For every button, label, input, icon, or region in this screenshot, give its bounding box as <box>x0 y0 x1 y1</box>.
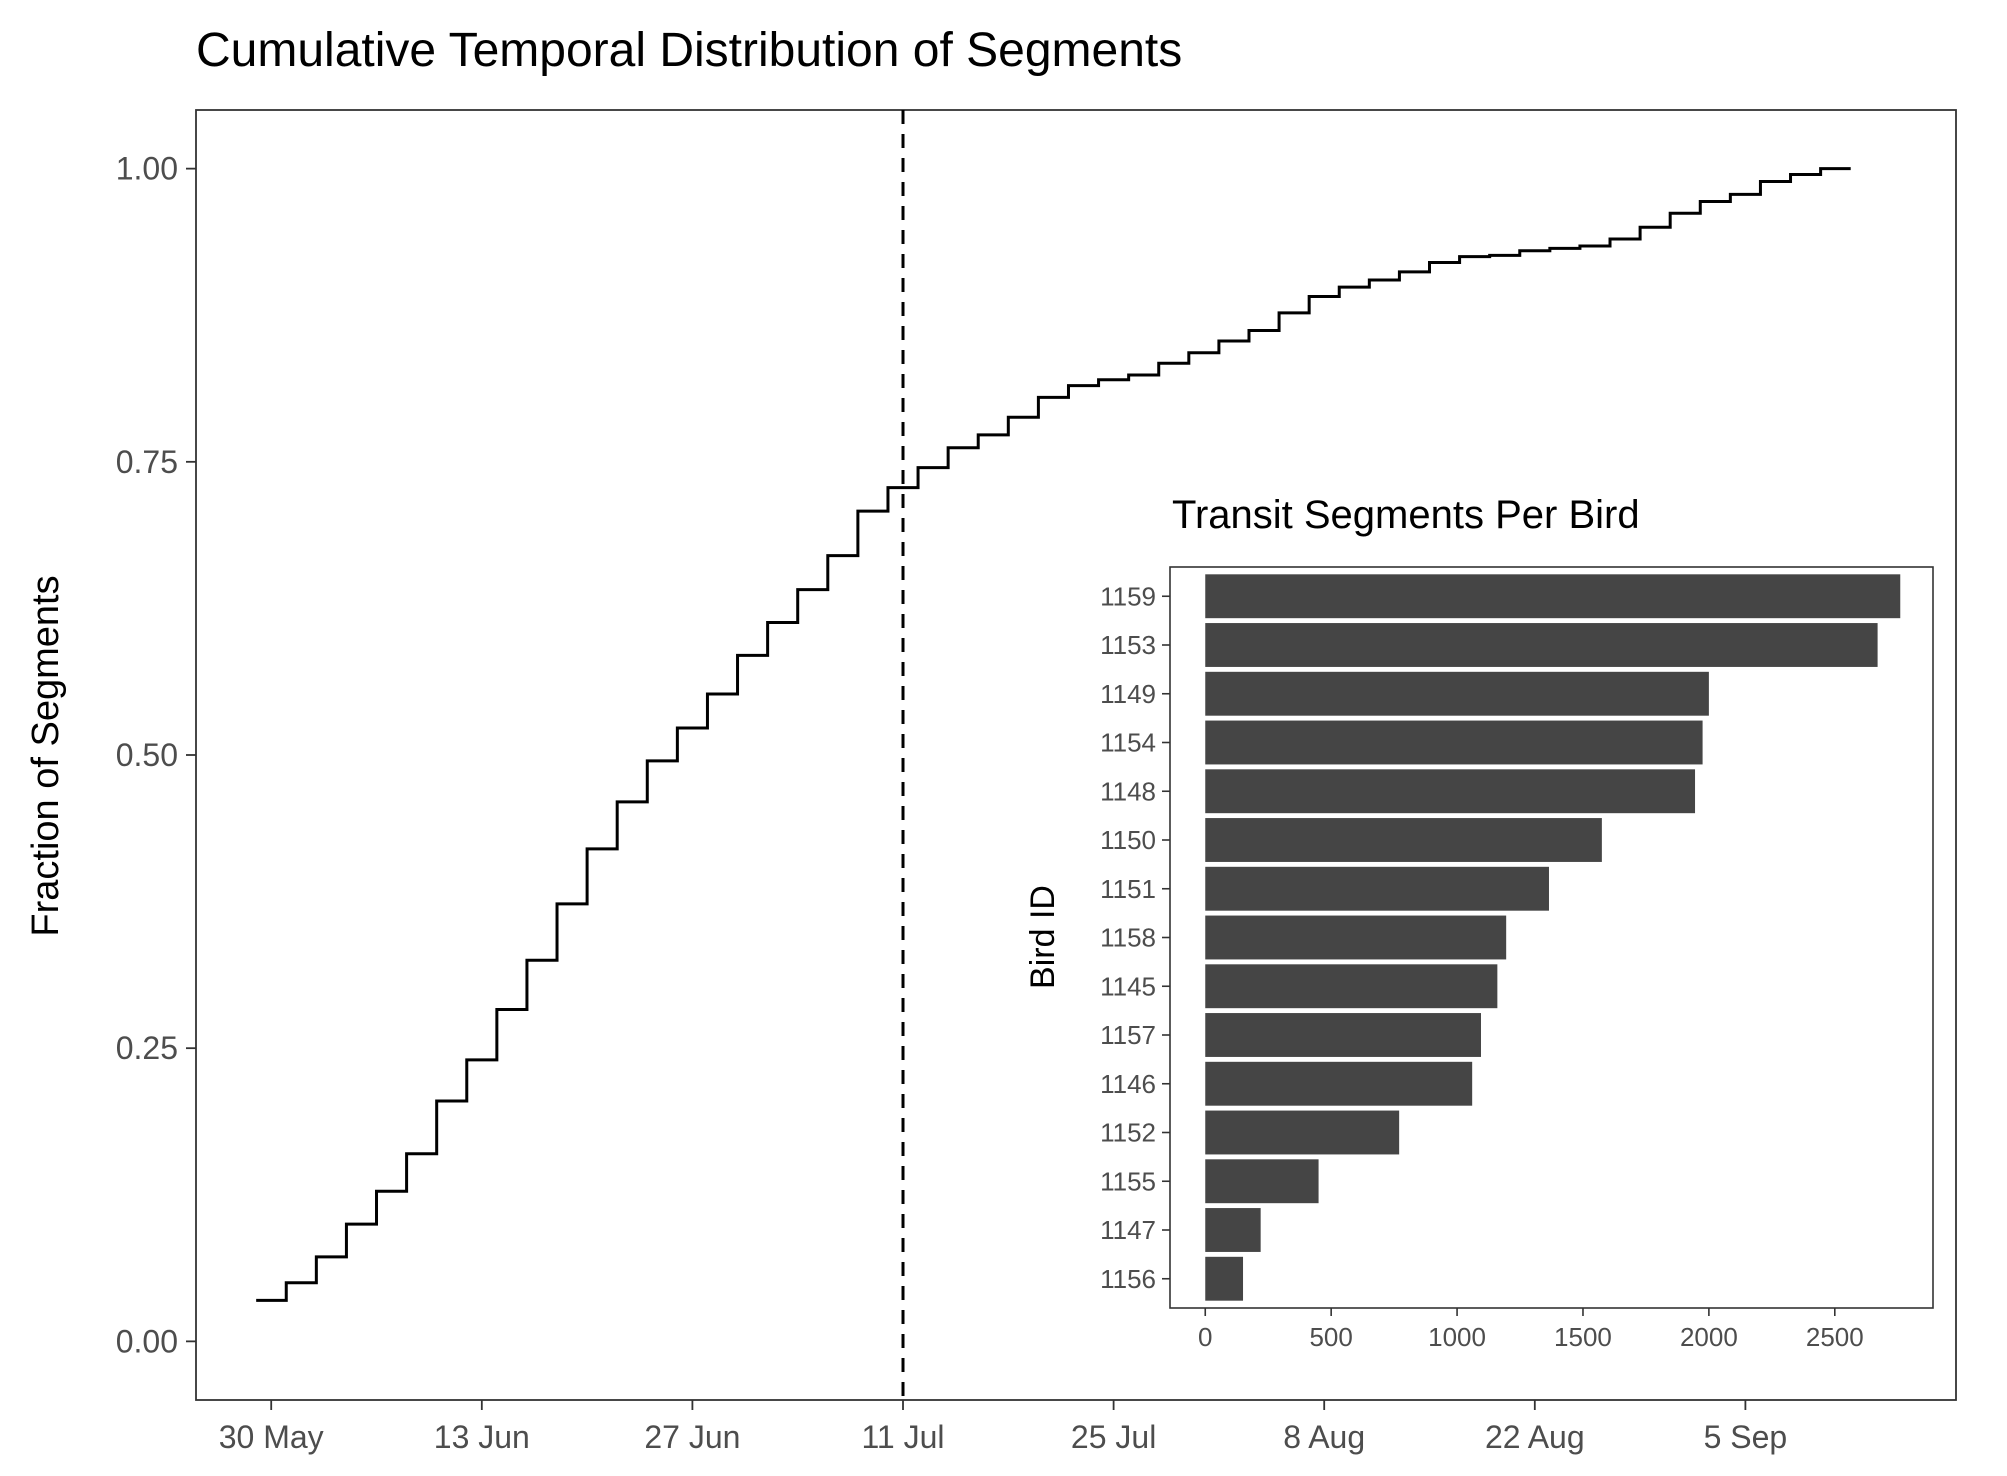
inset-chart-title: Transit Segments Per Bird <box>1172 493 1640 537</box>
bar <box>1205 915 1507 960</box>
inset-y-tick-label: 1152 <box>1100 1118 1156 1148</box>
bar <box>1205 964 1498 1009</box>
inset-y-axis: 1159 1153 1149 1154 1148 1150 1151 1158 1145 1157… <box>1100 581 1170 1294</box>
inset-x-tick-label: 2500 <box>1806 1322 1864 1352</box>
x-tick-label: 8 Aug <box>1283 1419 1365 1455</box>
inset-y-tick-label: 1157 <box>1100 1020 1156 1050</box>
series-line-0 <box>256 167 1851 1302</box>
y-tick-label: 0.00 <box>116 1323 178 1359</box>
x-tick-label: 27 Jun <box>644 1419 740 1455</box>
y-tick-label: 1.00 <box>116 151 178 187</box>
inset-y-tick-label: 1149 <box>1100 679 1156 709</box>
inset-y-tick-label: 1154 <box>1100 728 1156 758</box>
inset-y-tick-label: 1153 <box>1100 630 1156 660</box>
inset-x-tick-label: 1500 <box>1554 1322 1612 1352</box>
x-tick-label: 22 Aug <box>1485 1419 1585 1455</box>
x-tick-label: 13 Jun <box>434 1419 530 1455</box>
bar <box>1205 1061 1473 1106</box>
inset-y-tick-label: 1146 <box>1100 1069 1156 1099</box>
inset-y-tick-label: 1147 <box>1100 1215 1156 1245</box>
bar <box>1205 818 1602 862</box>
inset-x-tick-label: 500 <box>1309 1322 1352 1352</box>
bar <box>1205 1110 1400 1155</box>
inset-y-tick-label: 1150 <box>1100 825 1156 855</box>
bar <box>1205 671 1709 716</box>
chart-title: Cumulative Temporal Distribution of Segm… <box>196 24 1182 77</box>
main-series-group <box>256 167 1851 1302</box>
inset-y-axis-title: Bird ID <box>1024 885 1062 989</box>
main-y-axis: 0.00 0.25 0.50 0.75 1.00 <box>116 151 196 1359</box>
y-tick-label: 0.50 <box>116 737 178 773</box>
x-tick-label: 25 Jul <box>1071 1419 1156 1455</box>
inset-bars-group <box>1205 574 1901 1301</box>
inset-y-tick-label: 1158 <box>1100 923 1156 953</box>
x-tick-label: 30 May <box>219 1419 324 1455</box>
bar <box>1205 1013 1481 1057</box>
bar <box>1205 574 1901 619</box>
inset-y-tick-label: 1156 <box>1100 1264 1156 1294</box>
y-tick-label: 0.25 <box>116 1030 178 1066</box>
y-tick-label: 0.75 <box>116 444 178 480</box>
inset-y-tick-label: 1148 <box>1100 776 1156 806</box>
inset-x-tick-label: 2000 <box>1680 1322 1738 1352</box>
x-tick-label: 11 Jul <box>862 1419 945 1455</box>
bar <box>1205 1208 1261 1252</box>
bar <box>1205 866 1549 911</box>
inset-y-tick-label: 1155 <box>1100 1166 1156 1196</box>
main-x-axis: 30 May 13 Jun 27 Jun 11 Jul 25 Jul 8 Aug 22 Au… <box>219 1400 1787 1455</box>
bar <box>1205 1159 1319 1204</box>
inset-x-axis: 0 500 1000 1500 2000 2500 <box>1198 1308 1864 1352</box>
inset-y-tick-label: 1151 <box>1100 874 1156 904</box>
y-axis-title: Fraction of Segments <box>25 575 67 936</box>
bar <box>1205 1256 1244 1301</box>
inset-x-tick-label: 0 <box>1198 1322 1212 1352</box>
inset-x-tick-label: 1000 <box>1428 1322 1486 1352</box>
inset-y-tick-label: 1159 <box>1100 581 1156 611</box>
x-tick-label: 5 Sep <box>1704 1419 1788 1455</box>
inset-y-tick-label: 1145 <box>1100 971 1156 1001</box>
bar <box>1205 623 1878 667</box>
bar <box>1205 769 1696 814</box>
bar <box>1205 720 1703 765</box>
